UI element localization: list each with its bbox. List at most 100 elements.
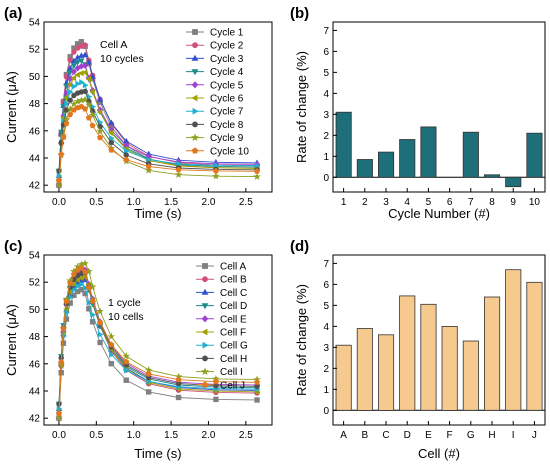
data-point	[64, 100, 70, 107]
y-tick-label: 48	[29, 332, 41, 343]
legend-label: Cycle 1	[210, 28, 244, 39]
panel-c-ticks: 0.0 0.5 1.0 1.5 2.0 2.5 42 44 46 48 50 52 54	[29, 251, 253, 442]
panel-c-series	[55, 259, 261, 422]
data-point	[82, 42, 88, 48]
x-tick-label: 8	[489, 197, 495, 208]
legend-label: Cycle 8	[210, 120, 244, 131]
legend-entry: Cell I	[196, 367, 243, 378]
x-tick-label: 2.0	[202, 430, 216, 441]
legend-label: Cycle 6	[210, 94, 244, 105]
y-tick-label: 7	[323, 26, 329, 37]
data-point	[60, 325, 67, 332]
panel-d: (d) A B C D E F G H I J 0 1 2 3 4 5 6 7 Cell (#) Rate of …	[290, 238, 546, 461]
legend-label: Cycle 2	[210, 41, 244, 52]
panel-b-ylabel: Rate of change (%)	[294, 51, 309, 163]
panel-a-label: (a)	[4, 5, 22, 22]
x-tick-label: A	[340, 430, 347, 441]
legend-marker	[201, 328, 208, 336]
legend-marker	[201, 315, 209, 323]
data-point	[75, 282, 82, 290]
y-tick-label: 44	[29, 387, 41, 398]
legend-label: Cycle 9	[210, 133, 244, 144]
legend-entry: Cell H	[196, 354, 247, 365]
x-tick-label: 2.5	[239, 430, 253, 441]
data-point	[90, 311, 97, 318]
x-tick-label: 10	[529, 197, 541, 208]
x-tick-label: G	[467, 430, 475, 441]
data-point	[109, 135, 115, 142]
legend-entry: Cell B	[196, 275, 247, 286]
legend-marker	[201, 288, 209, 295]
legend-marker	[192, 121, 198, 128]
x-tick-label: 5	[426, 197, 432, 208]
legend-marker	[201, 381, 209, 388]
data-point	[145, 163, 152, 170]
legend-marker	[202, 341, 209, 349]
legend-entry: Cell E	[196, 314, 247, 325]
data-point	[213, 162, 220, 169]
data-point	[55, 414, 63, 422]
series-line	[58, 71, 258, 181]
data-point	[254, 397, 260, 403]
x-tick-label: 9	[510, 197, 516, 208]
panel-c-frame	[43, 254, 273, 426]
data-point	[108, 119, 115, 126]
legend-label: Cell I	[220, 367, 243, 378]
data-point	[86, 299, 93, 306]
legend-entry: Cell J	[196, 380, 245, 391]
data-point	[78, 264, 85, 271]
data-point	[78, 58, 85, 65]
data-point	[70, 63, 78, 69]
data-point	[123, 377, 129, 383]
data-point	[67, 111, 74, 117]
x-tick-label: 1.5	[164, 197, 178, 208]
legend-label: Cell J	[220, 380, 245, 391]
bar-4	[399, 139, 416, 178]
data-point	[67, 280, 74, 286]
panel-d-xlabel: Cell (#)	[418, 446, 460, 461]
x-tick-label: 0.0	[52, 197, 66, 208]
data-point	[55, 410, 62, 417]
legend-entry: Cell A	[196, 262, 246, 273]
bar-1	[335, 111, 352, 178]
data-point	[85, 75, 92, 83]
data-point	[124, 367, 130, 374]
panel-c-label: (c)	[4, 238, 22, 255]
legend-label: Cell F	[220, 328, 246, 339]
data-point	[109, 351, 115, 358]
legend-marker	[191, 81, 199, 89]
data-point	[79, 79, 85, 86]
bar-A	[335, 344, 352, 411]
y-tick-label: 3	[323, 343, 329, 354]
bar-H	[483, 296, 501, 411]
panel-b-xlabel: Cycle Number (#)	[388, 206, 490, 221]
data-point	[60, 134, 67, 140]
data-point	[81, 69, 88, 76]
y-tick-label: 0	[323, 406, 329, 417]
data-point	[123, 156, 130, 163]
legend-entry: Cycle 9	[186, 133, 244, 144]
legend-entry: Cycle 3	[186, 54, 244, 65]
panel-b-label: (b)	[290, 5, 309, 22]
legend-label: Cycle 10	[210, 146, 249, 157]
data-point	[89, 122, 96, 129]
bar-10	[526, 132, 543, 178]
x-tick-label: F	[447, 430, 453, 441]
bar-F	[441, 325, 458, 411]
data-point	[253, 172, 261, 180]
data-point	[79, 280, 85, 288]
x-tick-label: C	[382, 430, 389, 441]
data-point	[81, 51, 89, 58]
data-point	[212, 172, 220, 180]
x-tick-label: 2	[362, 197, 368, 208]
data-point	[70, 68, 77, 75]
legend-entry: Cell C	[196, 288, 247, 299]
bar-D	[399, 295, 416, 411]
x-tick-label: 2.5	[239, 197, 253, 208]
y-tick-label: 46	[29, 126, 41, 137]
legend-entry: Cycle 10	[186, 146, 249, 157]
legend-label: Cell C	[220, 288, 247, 299]
data-point	[82, 268, 89, 275]
x-tick-label: 0.5	[89, 430, 103, 441]
